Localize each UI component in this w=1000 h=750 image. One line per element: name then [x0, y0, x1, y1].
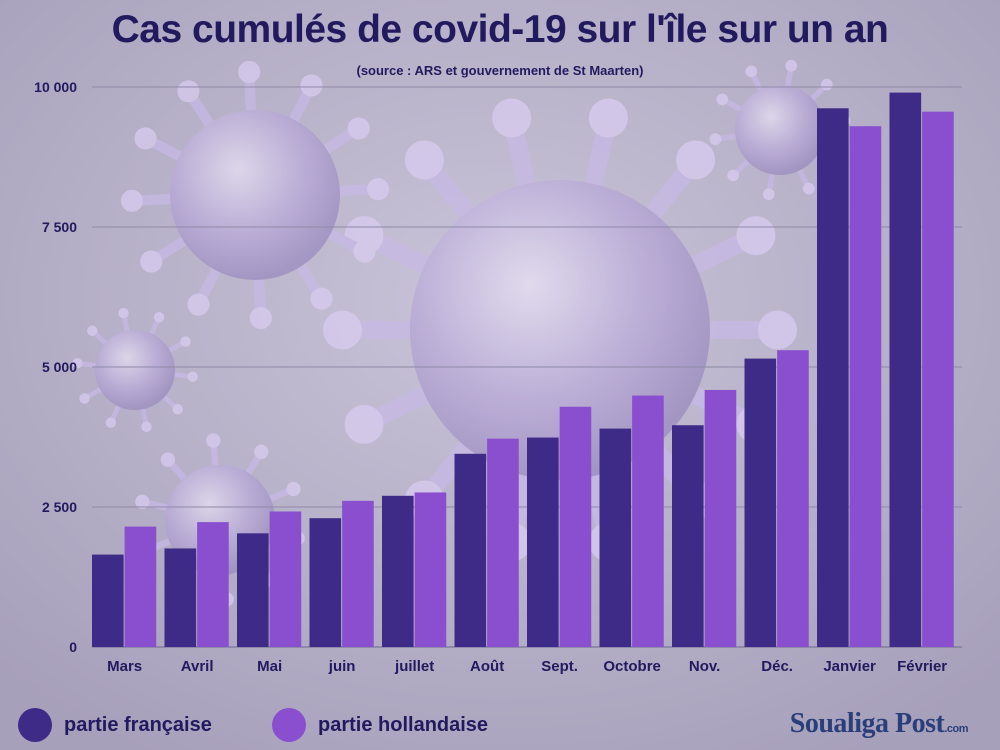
- bar-french: [164, 548, 197, 647]
- bar-french: [527, 437, 559, 647]
- x-tick-label: Mars: [107, 658, 142, 675]
- legend-label-french: partie française: [64, 713, 212, 736]
- y-tick-label: 5 000: [42, 359, 77, 375]
- bar-french: [237, 533, 269, 647]
- bar-dutch: [414, 492, 447, 647]
- x-tick-label: Octobre: [603, 658, 661, 675]
- x-tick-label: Sept.: [541, 658, 578, 675]
- bar-french: [454, 453, 487, 647]
- x-tick-label: Avril: [181, 658, 214, 675]
- y-tick-label: 10 000: [34, 79, 77, 95]
- legend-swatch-french: [18, 708, 52, 742]
- bar-dutch: [632, 395, 664, 647]
- x-tick-label: juin: [328, 658, 356, 675]
- legend-label-dutch: partie hollandaise: [318, 713, 489, 736]
- x-tick-label: Février: [897, 658, 947, 675]
- bar-dutch: [197, 522, 229, 647]
- bar-french: [889, 92, 922, 648]
- bar-french: [744, 358, 777, 647]
- y-tick-label: 2 500: [42, 499, 77, 515]
- bar-dutch: [269, 511, 302, 647]
- x-tick-label: Janvier: [823, 658, 876, 675]
- bar-dutch: [777, 350, 809, 647]
- bar-french: [309, 518, 342, 647]
- y-tick-label: 0: [69, 639, 77, 655]
- bar-french: [92, 554, 124, 647]
- bar-dutch: [487, 438, 519, 647]
- chart-title: Cas cumulés de covid-19 sur l'île sur un…: [111, 8, 889, 51]
- bar-dutch: [342, 500, 374, 647]
- brand-suffix: .com: [944, 723, 968, 735]
- brand-logo: Soualiga Post.com: [789, 708, 969, 740]
- bar-french: [672, 425, 704, 647]
- brand-name: Soualiga Post: [789, 708, 945, 739]
- chart-subtitle: (source : ARS et gouvernement de St Maar…: [356, 63, 644, 78]
- bar-dutch: [559, 406, 592, 647]
- bar-dutch: [124, 526, 157, 647]
- x-tick-label: Mai: [257, 658, 282, 675]
- legend-item-french: partie française: [18, 708, 212, 742]
- bar-french: [599, 428, 632, 647]
- legend-swatch-dutch: [272, 708, 306, 742]
- bar-dutch: [849, 126, 882, 647]
- virus-shape: [72, 307, 198, 433]
- y-tick-label: 7 500: [42, 219, 77, 235]
- bar-french: [382, 495, 414, 647]
- legend-item-dutch: partie hollandaise: [272, 708, 488, 742]
- x-tick-label: Août: [470, 658, 504, 675]
- x-tick-label: juillet: [394, 658, 434, 675]
- bar-dutch: [704, 389, 737, 647]
- bar-dutch: [922, 111, 954, 647]
- virus-shape: [120, 60, 390, 330]
- x-tick-label: Déc.: [761, 658, 793, 675]
- x-tick-label: Nov.: [689, 658, 720, 675]
- bar-french: [817, 108, 849, 647]
- virus-shape: [323, 98, 797, 562]
